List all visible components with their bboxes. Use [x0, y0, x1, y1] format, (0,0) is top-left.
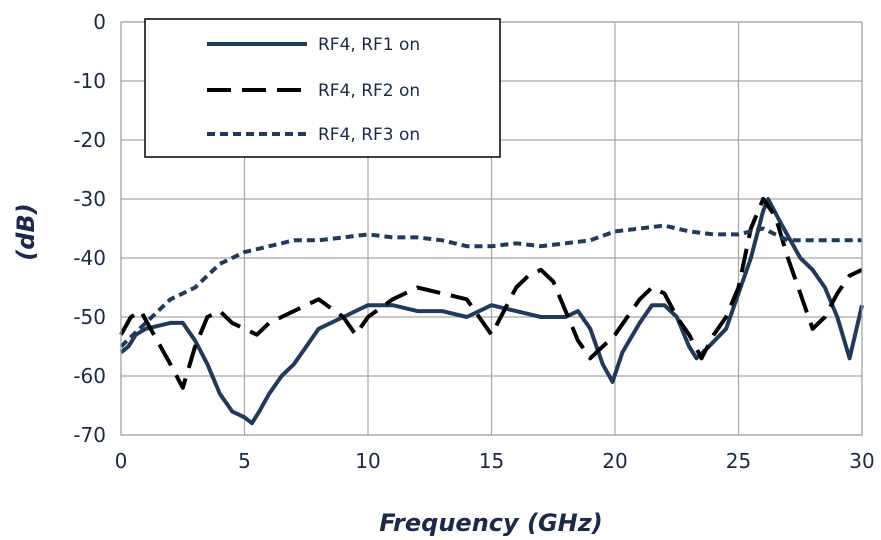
legend-box: [144, 18, 501, 158]
legend-label-rf2: RF4, RF2 on: [318, 81, 420, 101]
tick-labels: 0 5 10 15 20 25 30 0 -10 -20 -30 -40 -50 -60 -70: [73, 10, 874, 473]
series-layer: [119, 197, 864, 426]
x-tick-label: 20: [602, 449, 627, 473]
x-tick-label: 25: [726, 449, 751, 473]
legend-label-rf1: RF4, RF1 on: [318, 35, 420, 55]
series-rf2-line: [119, 197, 863, 390]
y-tick-label: -50: [73, 305, 106, 329]
y-tick-label: -20: [73, 128, 106, 152]
legend-label-rf3: RF4, RF3 on: [318, 125, 420, 145]
y-tick-label: -10: [73, 69, 106, 93]
x-tick-label: 10: [355, 449, 380, 473]
y-tick-label: -40: [73, 246, 106, 270]
y-tick-label: 0: [93, 10, 106, 34]
x-tick-label: 5: [238, 449, 251, 473]
y-tick-label: -60: [73, 364, 106, 388]
x-axis-title: Frequency (GHz): [379, 509, 602, 537]
series-rf1-line: [119, 197, 864, 426]
x-tick-label: 30: [849, 449, 874, 473]
series-rf3-line: [119, 223, 862, 348]
y-tick-label: -30: [73, 187, 106, 211]
x-tick-label: 15: [479, 449, 504, 473]
x-tick-label: 0: [115, 449, 128, 473]
legend: RF4, RF1 on RF4, RF2 on RF4, RF3 on: [144, 18, 501, 158]
y-tick-label: -70: [73, 423, 106, 447]
y-axis-title: (dB): [12, 203, 40, 260]
